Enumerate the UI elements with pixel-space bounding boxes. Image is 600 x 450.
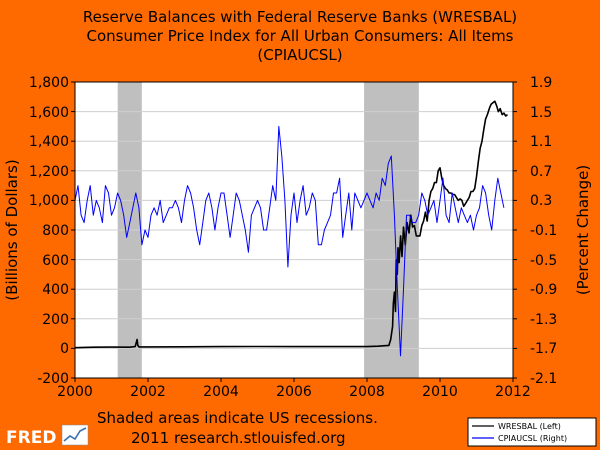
y-right-tick-label: -0.9 [530,282,557,298]
chart-title-line-2: Consumer Price Index for All Urban Consu… [86,27,513,45]
x-tick-label: 2008 [349,384,385,400]
fred-logo-chart-icon [61,424,89,446]
gridlines-group [75,111,513,349]
x-tick-label: 2010 [422,384,458,400]
y-left-tick-label: 1,600 [29,105,69,121]
recession-note: Shaded areas indicate US recessions. [97,409,378,427]
fred-logo: FRED [6,424,89,448]
y-left-axis-label: (Billions of Dollars) [3,159,21,300]
y-left-tick-label: 0 [60,341,69,357]
x-tick-labels: 2000 2002 2004 2006 2008 2010 2012 [57,384,531,400]
y-right-tick-labels: -2.1 -1.7 -1.3 -0.9 -0.5 -0.1 0.3 0.7 1.… [530,75,557,387]
y-left-tick-label: 600 [42,253,69,269]
y-right-tick-label: -0.1 [530,223,557,239]
y-left-tick-label: 800 [42,223,69,239]
y-left-tick-label: 1,200 [29,164,69,180]
y-right-tick-label: -0.5 [530,253,557,269]
y-right-tick-label: 1.5 [530,105,552,121]
legend-label-cpiaucsl: CPIAUCSL (Right) [498,434,567,443]
x-tick-label: 2002 [130,384,166,400]
series-line-wresbal [74,100,508,349]
x-tick-label: 2000 [57,384,93,400]
y-left-tick-label: 1,000 [29,193,69,209]
y-left-tick-labels: -200 0 200 400 600 800 1,000 1,200 1,400… [29,75,69,387]
y-left-tick-label: 1,400 [29,134,69,150]
x-tick-label: 2006 [276,384,312,400]
legend-label-wresbal: WRESBAL (Left) [498,422,561,431]
source-note: 2011 research.stlouisfed.org [131,429,346,447]
fred-logo-text: FRED [6,428,56,448]
series-line-cpiaucsl [74,125,505,357]
y-right-axis-label: (Percent Change) [574,165,592,295]
fred-logo-chart-line [63,427,87,442]
chart-title-line-3: (CPIAUCSL) [257,46,342,64]
y-right-tick-label: 1.9 [530,75,552,91]
legend-box [467,417,597,447]
y-left-tick-label: 400 [42,282,69,298]
x-tick-label: 2004 [203,384,239,400]
y-left-tick-label: 200 [42,312,69,328]
y-left-tick-label: 1,800 [29,75,69,91]
tick-marks-group [71,81,517,382]
y-right-tick-label: -1.7 [530,341,557,357]
y-right-tick-label: 0.7 [530,164,552,180]
chart-title-line-1: Reserve Balances with Federal Reserve Ba… [83,8,517,26]
y-right-tick-label: 0.3 [530,193,552,209]
y-right-tick-label: -2.1 [530,371,557,387]
series-group [74,100,508,357]
y-right-tick-label: 1.1 [530,134,552,150]
legend: WRESBAL (Left) CPIAUCSL (Right) [467,417,597,447]
y-left-tick-label: -200 [37,371,69,387]
x-tick-label: 2012 [495,384,531,400]
y-right-tick-label: -1.3 [530,312,557,328]
